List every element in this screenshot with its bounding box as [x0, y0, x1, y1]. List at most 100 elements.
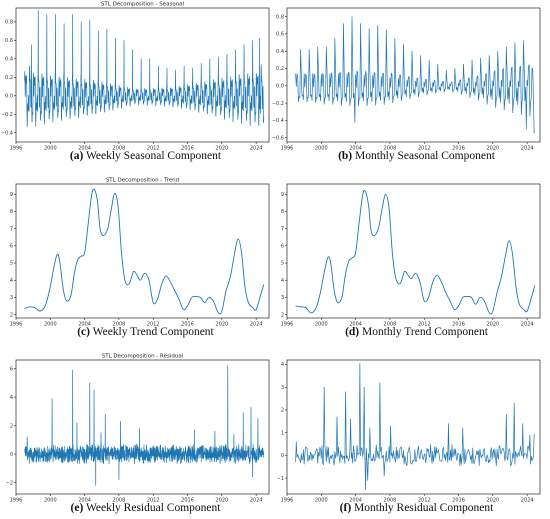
- x-tick-label: 2012: [147, 498, 160, 504]
- y-tick-label: −0.4: [272, 118, 284, 124]
- y-tick-label: 6: [281, 244, 284, 250]
- plot-title: STL Decomposition - Seasonal: [101, 2, 185, 8]
- y-tick-label: −1: [277, 476, 284, 482]
- caption-text: Monthly Seasonal Component: [355, 150, 496, 162]
- y-tick-label: 2: [10, 423, 13, 429]
- x-tick-label: 2024: [521, 322, 534, 328]
- y-tick-label: 0.8: [276, 14, 284, 20]
- y-tick-label: 8: [281, 209, 284, 215]
- subfigure-caption: (f) Monthly Residual Component: [340, 502, 494, 514]
- caption-label: (d): [345, 326, 359, 338]
- x-tick-label: 2024: [250, 146, 263, 152]
- x-tick-label: 2004: [349, 146, 362, 152]
- x-tick-label: 2008: [384, 498, 397, 504]
- y-tick-label: 6: [10, 366, 13, 372]
- x-tick-label: 2016: [452, 146, 465, 152]
- plot-frame: [15, 183, 270, 319]
- x-tick-label: 1996: [281, 498, 294, 504]
- y-tick-label: 0.2: [5, 75, 13, 81]
- caption-label: (f): [340, 502, 352, 514]
- x-tick-label: 2000: [44, 146, 57, 152]
- x-tick-label: 2000: [315, 498, 328, 504]
- x-tick-label: 2024: [521, 498, 534, 504]
- x-tick-label: 2004: [349, 498, 362, 504]
- subfigure-caption: (e) Weekly Residual Component: [71, 502, 222, 514]
- x-tick-label: 2016: [452, 322, 465, 328]
- x-tick-label: 2012: [418, 498, 431, 504]
- series-line: [24, 365, 265, 486]
- x-tick-label: 2016: [181, 322, 194, 328]
- y-tick-label: 9: [281, 192, 284, 198]
- caption-text: Monthly Trend Component: [362, 326, 489, 338]
- y-tick-label: 9: [10, 192, 13, 198]
- x-tick-label: 2004: [349, 322, 362, 328]
- x-tick-label: 2024: [250, 498, 263, 504]
- caption-text: Monthly Residual Component: [354, 502, 494, 514]
- x-tick-label: 2020: [215, 322, 228, 328]
- x-tick-label: 2008: [384, 146, 397, 152]
- x-tick-label: 2020: [486, 146, 499, 152]
- caption-text: Weekly Trend Component: [93, 326, 215, 338]
- x-tick-label: 2008: [113, 146, 126, 152]
- chart-panel-d: 1996 2000 2004 2008 2012 2016 2020 2024 2 3 4 5 6 7 8 9…: [281, 183, 541, 338]
- x-tick-label: 2004: [78, 146, 91, 152]
- caption-label: (c): [77, 326, 90, 338]
- chart-panel-e: STL Decomposition - Residual 1996 2000 2004…: [6, 354, 270, 514]
- x-tick-label: 1996: [281, 146, 294, 152]
- y-tick-label: −2: [6, 480, 13, 486]
- y-tick-label: −0.2: [272, 101, 284, 107]
- x-tick-label: 2000: [315, 322, 328, 328]
- y-tick-label: 7: [281, 226, 284, 232]
- y-tick-label: −0.4: [1, 130, 13, 136]
- x-tick-label: 2004: [78, 322, 91, 328]
- y-tick-label: −0.2: [1, 112, 13, 118]
- y-tick-label: 4: [10, 278, 13, 284]
- x-tick-label: 2012: [147, 322, 160, 328]
- x-tick-label: 2000: [44, 322, 57, 328]
- y-tick-label: 5: [10, 261, 13, 267]
- y-tick-label: 3: [281, 385, 284, 391]
- x-tick-label: 2012: [418, 146, 431, 152]
- y-tick-label: 1: [281, 430, 284, 436]
- x-tick-label: 2024: [521, 146, 534, 152]
- chart-panel-a: STL Decomposition - Seasonal 1996 2000 2004…: [1, 2, 270, 162]
- y-tick-label: 6: [10, 244, 13, 250]
- plot-frame: [15, 7, 270, 143]
- y-tick-label: 0: [10, 452, 13, 458]
- y-tick-label: 8: [10, 209, 13, 215]
- x-tick-label: 2012: [147, 146, 160, 152]
- x-tick-label: 2020: [486, 498, 499, 504]
- subfigure-caption: (c) Weekly Trend Component: [77, 326, 214, 338]
- y-tick-label: 0.0: [276, 84, 284, 90]
- x-tick-label: 2008: [113, 498, 126, 504]
- x-tick-label: 2016: [452, 498, 465, 504]
- caption-label: (b): [338, 150, 352, 162]
- x-tick-label: 2016: [181, 146, 194, 152]
- y-tick-label: 0.6: [276, 32, 284, 38]
- y-tick-label: 3: [281, 295, 284, 301]
- y-tick-label: 0.0: [5, 93, 13, 99]
- caption-text: Weekly Residual Component: [86, 502, 221, 514]
- x-tick-label: 2012: [418, 322, 431, 328]
- chart-panel-b: 1996 2000 2004 2008 2012 2016 2020 2024 −0.6 −0.4…: [272, 7, 541, 162]
- caption-label: (e): [71, 502, 84, 514]
- plot-frame: [286, 359, 541, 495]
- caption-label: (a): [70, 150, 84, 162]
- y-tick-label: 2: [10, 312, 13, 318]
- x-tick-label: 2000: [44, 498, 57, 504]
- y-tick-label: 0.4: [276, 49, 284, 55]
- plot-frame: [15, 359, 270, 495]
- plot-frame: [286, 7, 541, 143]
- x-tick-label: 1996: [10, 498, 23, 504]
- y-tick-label: 7: [10, 226, 13, 232]
- chart-panel-f: 1996 2000 2004 2008 2012 2016 2020 2024 −1 0 1 2 3 4 (…: [277, 359, 541, 514]
- subfigure-caption: (b) Monthly Seasonal Component: [338, 150, 496, 162]
- y-tick-label: 4: [10, 395, 13, 401]
- y-tick-label: 0: [281, 453, 284, 459]
- x-tick-label: 2000: [315, 146, 328, 152]
- y-tick-label: 2: [281, 312, 284, 318]
- x-tick-label: 2008: [113, 322, 126, 328]
- series-line: [24, 188, 265, 315]
- series-line: [295, 363, 535, 490]
